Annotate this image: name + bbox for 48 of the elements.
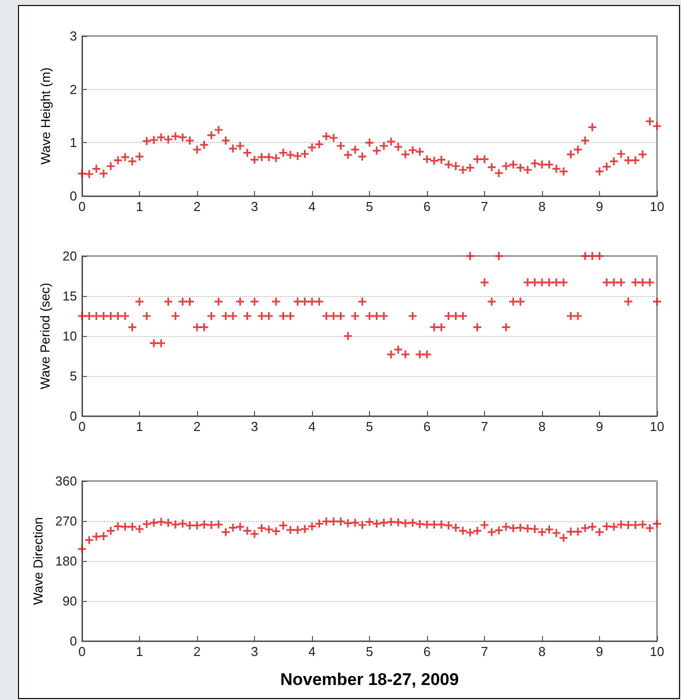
x-tick-label: 4 — [308, 419, 316, 434]
y-tick-label: 3 — [70, 28, 77, 44]
x-tick-label: 8 — [538, 419, 546, 434]
x-tick-label: 2 — [193, 419, 201, 434]
x-tick-label: 1 — [136, 199, 144, 214]
x-tick-label: 8 — [538, 644, 546, 659]
x-tick-label: 9 — [596, 199, 604, 214]
x-tick-label: 3 — [250, 644, 258, 659]
x-tick-label: 9 — [596, 644, 604, 659]
x-tick-label: 4 — [308, 199, 316, 214]
y-tick-label: 180 — [55, 554, 77, 568]
y-tick-label: 0 — [70, 634, 77, 648]
y-tick-label: 0 — [70, 188, 77, 204]
x-tick-label: 7 — [480, 199, 488, 214]
y-tick-label: 15 — [62, 288, 77, 304]
x-tick-label: 5 — [366, 644, 374, 659]
x-tick-label: 6 — [423, 419, 431, 434]
y-tick-label: 270 — [55, 514, 77, 528]
y-tick-label: 0 — [70, 408, 77, 424]
y-tick-label: 90 — [62, 594, 77, 608]
x-tick-label: 2 — [193, 644, 201, 659]
x-tick-label: 5 — [366, 199, 374, 214]
x-tick-label: 10 — [650, 419, 664, 434]
x-tick-label: 10 — [650, 644, 664, 659]
x-tick-label: 10 — [650, 199, 664, 214]
y-axis-title: Wave Direction — [30, 517, 46, 605]
x-tick-label: 8 — [538, 199, 546, 214]
x-tick-label: 3 — [250, 419, 258, 434]
y-tick-label: 2 — [70, 82, 77, 97]
x-tick-label: 1 — [136, 419, 144, 434]
x-tick-label: 1 — [136, 644, 144, 659]
y-axis-title: Wave Period (sec) — [38, 282, 53, 390]
y-tick-label: 5 — [70, 368, 77, 384]
x-tick-label: 2 — [193, 199, 201, 214]
x-tick-label: 7 — [480, 644, 488, 659]
x-tick-label: 4 — [308, 644, 316, 659]
x-tick-label: 7 — [480, 419, 488, 434]
x-tick-label: 3 — [250, 199, 258, 214]
x-tick-label: 9 — [596, 419, 604, 434]
y-tick-label: 360 — [55, 474, 77, 488]
y-axis-title: Wave Height (m) — [38, 67, 53, 165]
x-tick-label: 6 — [423, 199, 431, 214]
y-tick-label: 20 — [62, 248, 77, 264]
x-tick-label: 6 — [423, 644, 431, 659]
y-tick-label: 10 — [62, 328, 77, 344]
x-axis-title: November 18-27, 2009 — [280, 670, 459, 689]
x-tick-label: 5 — [366, 419, 374, 434]
y-tick-label: 1 — [70, 135, 77, 150]
